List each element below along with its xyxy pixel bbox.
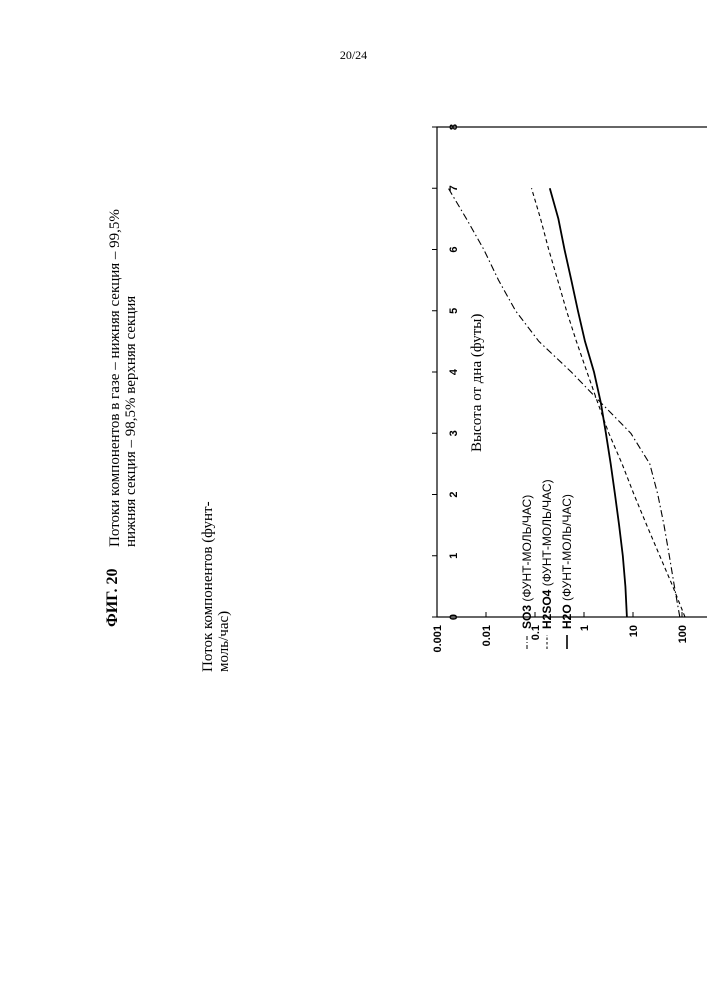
legend-series-name: H2SO4: [540, 589, 554, 629]
x-tick-label: 2: [448, 491, 460, 497]
x-tick-label: 6: [448, 246, 460, 252]
figure-label: ФИГ. 20: [104, 568, 121, 627]
legend-label: H2SO4 (ФУНТ-МОЛЬ/ЧАС): [540, 479, 554, 629]
legend-label: SO3 (ФУНТ-МОЛЬ/ЧАС): [520, 495, 534, 629]
series-line-h2so4: [532, 188, 686, 617]
x-tick-label: 8: [448, 124, 460, 130]
x-tick-label: 5: [448, 308, 460, 314]
x-tick-label: 4: [448, 368, 460, 375]
x-tick-label: 3: [448, 430, 460, 436]
legend-label: H2O (ФУНТ-МОЛЬ/ЧАС): [560, 494, 574, 629]
y-tick-label: 10: [628, 625, 640, 637]
chart-rotated-group: 012345678 10001001010.10.010.001 ФИГ. 20…: [104, 124, 707, 672]
legend-series-unit: (ФУНТ-МОЛЬ/ЧАС): [540, 479, 554, 589]
legend-series-name: SO3: [520, 605, 534, 629]
chart-title-line-1: Потоки компонентов в газе – нижняя секци…: [107, 209, 123, 547]
y-tick-label: 0.01: [481, 625, 493, 646]
legend-series-unit: (ФУНТ-МОЛЬ/ЧАС): [560, 494, 574, 604]
x-axis: 012345678: [432, 124, 460, 620]
y-tick-label: 100: [677, 625, 689, 643]
x-tick-label: 1: [448, 553, 460, 559]
x-axis-label: Высота от дна (футы): [469, 314, 485, 452]
y-axis-label-line-1: Поток компонентов (фунт-: [200, 501, 216, 672]
legend-series-name: H2O: [560, 604, 574, 629]
chart-title-line-2: нижняя секция – 98,5% верхняя секция: [123, 296, 139, 547]
x-tick-label: 0: [448, 614, 460, 620]
y-tick-label: 0.001: [432, 625, 444, 653]
legend-series-unit: (ФУНТ-МОЛЬ/ЧАС): [520, 495, 534, 605]
y-axis-label-line-2: моль/час): [216, 611, 232, 672]
legend: SO3 (ФУНТ-МОЛЬ/ЧАС)H2SO4 (ФУНТ-МОЛЬ/ЧАС)…: [520, 479, 574, 649]
y-tick-label: 1: [579, 625, 591, 631]
